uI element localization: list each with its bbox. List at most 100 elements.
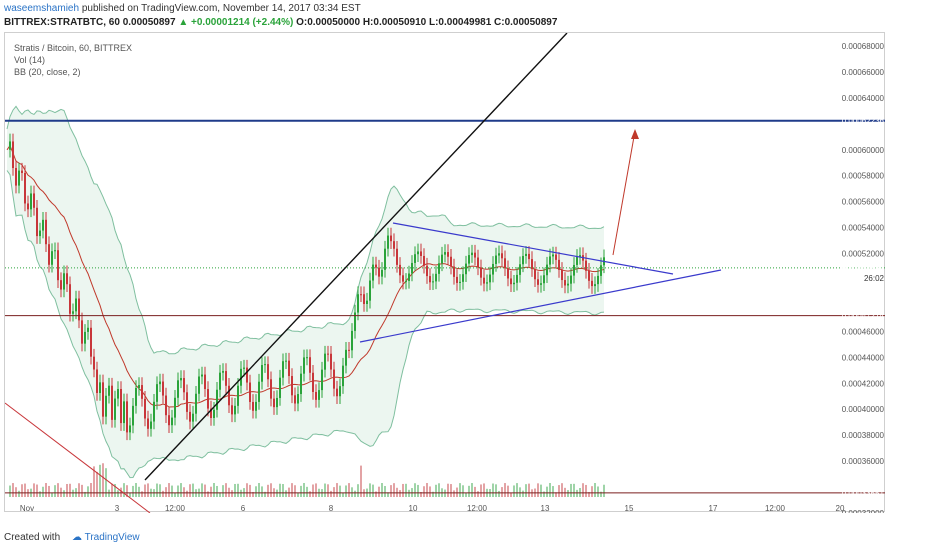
volume-bar — [12, 483, 14, 497]
candle-body — [120, 389, 122, 424]
candle-body — [177, 380, 179, 398]
volume-bar — [144, 484, 146, 497]
volume-bar — [504, 483, 506, 497]
candle-body — [252, 401, 254, 411]
volume-bar — [462, 485, 464, 497]
candle-body — [288, 360, 290, 377]
volume-bar — [96, 471, 98, 497]
author-link[interactable]: waseemshamieh — [4, 3, 80, 14]
candle-body — [381, 269, 383, 277]
price-label: 0.00062236 — [842, 117, 885, 126]
volume-bar — [540, 484, 542, 497]
published-text: published on TradingView.com, November 1… — [81, 3, 361, 14]
x-tick-label: 17 — [709, 504, 718, 513]
candle-body — [384, 248, 386, 270]
y-tick-label: 0.00040000 — [842, 405, 885, 414]
volume-bar — [375, 491, 377, 497]
volume-bar — [249, 484, 251, 497]
candle-body — [540, 283, 542, 285]
candle-body — [222, 371, 224, 373]
candle-body — [255, 401, 257, 411]
candle-body — [453, 266, 455, 277]
candle-body — [138, 385, 140, 388]
candle-body — [411, 262, 413, 274]
candle-body — [39, 230, 41, 237]
x-tick-label: 6 — [241, 504, 246, 513]
candle-body — [561, 269, 563, 281]
price-chart[interactable]: 0.00068000 0.00066000 0.00064000 0.00060000… — [5, 33, 886, 513]
candle-body — [135, 387, 137, 406]
candle-body — [393, 241, 395, 249]
volume-bar — [315, 483, 317, 497]
candle-body — [396, 248, 398, 265]
candle-body — [60, 280, 62, 290]
candle-body — [126, 401, 128, 433]
created-with-label: Created with — [4, 532, 61, 543]
volume-bar — [45, 483, 47, 497]
volume-bar — [240, 489, 242, 497]
volume-bar — [522, 490, 524, 497]
tradingview-logo[interactable]: ☁ TradingView — [72, 532, 140, 543]
candle-body — [312, 372, 314, 392]
candle-body — [576, 256, 578, 265]
volume-bar — [585, 484, 587, 497]
candle-body — [336, 388, 338, 397]
volume-bar — [591, 486, 593, 497]
candle-body — [297, 394, 299, 404]
candle-body — [408, 273, 410, 281]
candle-body — [417, 251, 419, 255]
volume-bar — [186, 490, 188, 497]
volume-bar — [573, 483, 575, 497]
candle-body — [183, 378, 185, 393]
chart-pane[interactable]: 0.00068000 0.00066000 0.00064000 0.00060000… — [4, 32, 886, 513]
candle-body — [81, 320, 83, 344]
candle-body — [429, 276, 431, 283]
candle-body — [399, 264, 401, 276]
triangle-upper — [392, 222, 674, 275]
candle-body — [504, 258, 506, 269]
candle-body — [303, 357, 305, 374]
volume-bar — [168, 483, 170, 497]
candle-body — [42, 219, 44, 231]
volume-bar — [54, 485, 56, 497]
candle-body — [261, 365, 263, 382]
candle-body — [129, 425, 131, 433]
volume-bar — [63, 490, 65, 497]
candle-body — [159, 381, 161, 385]
volume-bar — [264, 491, 266, 497]
candle-body — [531, 259, 533, 270]
candle-body — [585, 260, 587, 271]
candle-body — [147, 418, 149, 429]
candle-body — [513, 282, 515, 285]
volume-bar — [147, 483, 149, 497]
bb-fill — [7, 106, 604, 478]
volume-bar — [90, 483, 92, 497]
candle-body — [534, 269, 536, 280]
volume-bar — [408, 489, 410, 497]
candle-body — [180, 378, 182, 381]
candle-body — [246, 367, 248, 383]
y-tick-label: 0.00056000 — [842, 198, 885, 207]
candle-body — [90, 327, 92, 357]
volume-bar — [306, 486, 308, 497]
candle-body — [480, 267, 482, 278]
volume-bar — [429, 486, 431, 497]
candle-body — [174, 397, 176, 418]
volume-bar — [582, 483, 584, 497]
candle-body — [321, 369, 323, 391]
candle-body — [291, 376, 293, 396]
candle-body — [489, 274, 491, 283]
candle-body — [105, 395, 107, 417]
candle-body — [87, 327, 89, 332]
volume-bar — [387, 492, 389, 497]
volume-bar — [9, 485, 11, 497]
candle-body — [459, 281, 461, 283]
candle-body — [591, 280, 593, 287]
candle-body — [372, 264, 374, 281]
volume-bar — [36, 484, 38, 497]
candle-body — [141, 385, 143, 399]
candle-body — [348, 349, 350, 351]
volume-bar — [543, 491, 545, 497]
volume-bar — [420, 492, 422, 497]
candle-body — [342, 365, 344, 387]
